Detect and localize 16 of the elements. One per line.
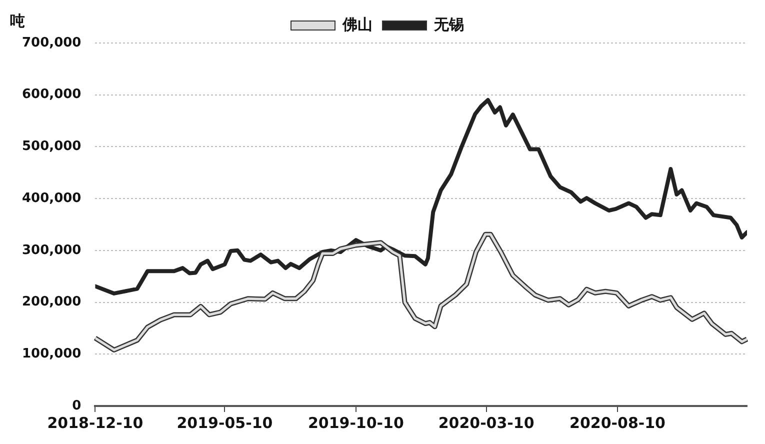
legend-label: 佛山: [342, 15, 372, 34]
y-tick-label: 400,000: [22, 190, 82, 206]
y-tick-label: 300,000: [22, 242, 82, 258]
x-tick-label: 2019-05-10: [176, 414, 273, 432]
y-tick-label: 700,000: [22, 35, 82, 50]
y-tick-label: 100,000: [22, 346, 82, 362]
y-axis-title: 吨: [10, 12, 25, 31]
x-tick-label: 2019-10-10: [308, 414, 404, 432]
legend-label: 无锡: [433, 15, 464, 34]
y-tick-label: 500,000: [22, 139, 82, 154]
y-tick-label: 0: [72, 398, 82, 414]
x-tick-label: 2018-12-10: [47, 414, 144, 432]
x-tick-label: 2020-08-10: [570, 414, 666, 432]
y-tick-label: 200,000: [22, 294, 82, 310]
y-tick-label: 600,000: [22, 87, 82, 102]
x-tick-label: 2020-03-10: [438, 414, 534, 432]
